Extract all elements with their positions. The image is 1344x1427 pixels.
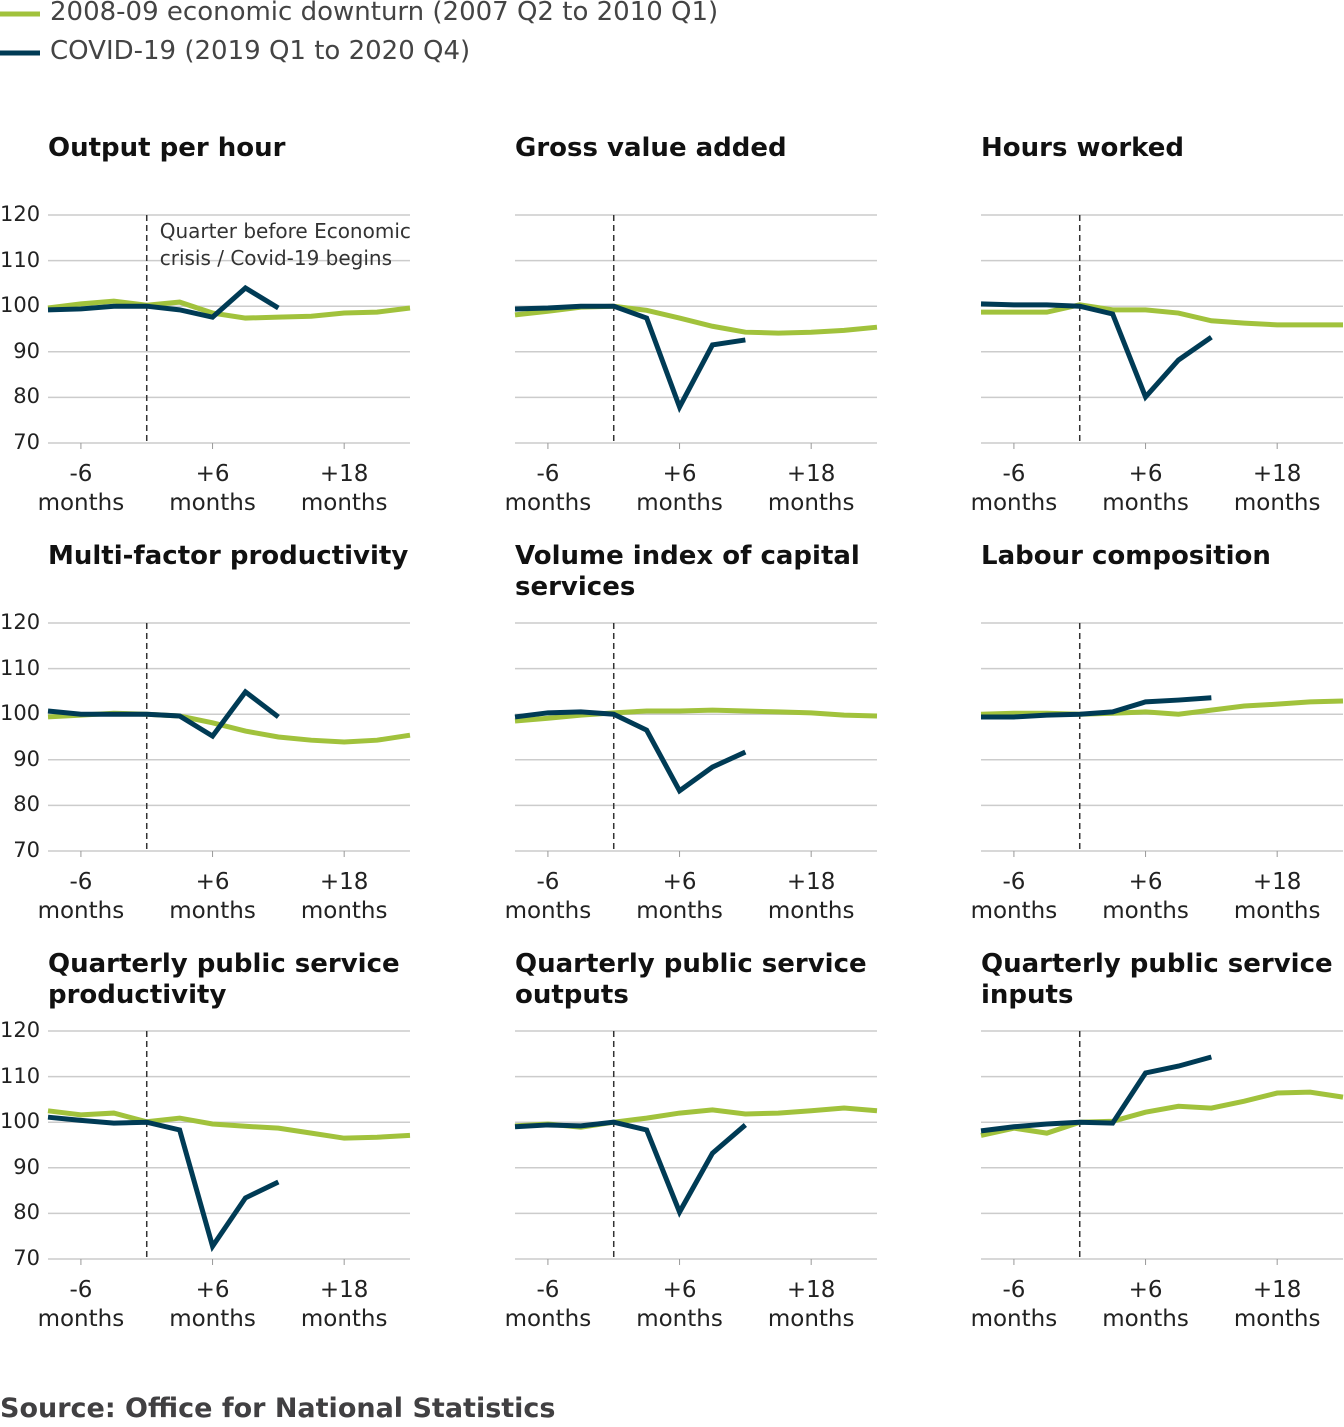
x-tick-label: +6 months — [1102, 869, 1189, 924]
y-tick-label: 70 — [13, 430, 40, 454]
x-tick-label: +6 months — [169, 869, 256, 924]
x-tick-label: -6 months — [504, 869, 592, 924]
x-tick-label: +18 months — [767, 869, 855, 924]
x-tick-label: +6 months — [1102, 461, 1189, 516]
series-line — [514, 303, 746, 414]
panel-title: Output per hour — [48, 133, 286, 163]
x-tick-label: +18 months — [1233, 461, 1321, 516]
y-tick-label: 80 — [13, 384, 40, 409]
panel-title: Quarterly public service productivity — [48, 949, 400, 1010]
panel-title: Volume index of capital services — [515, 541, 860, 602]
series-line — [47, 1108, 411, 1141]
x-tick-label: -6 months — [970, 1277, 1058, 1332]
series-line — [47, 298, 411, 321]
y-tick-label: 120 — [0, 610, 41, 634]
x-tick-label: +18 months — [1233, 1277, 1321, 1332]
y-tick-label: 90 — [13, 1154, 40, 1179]
series-line — [980, 1054, 1213, 1134]
series-line — [47, 1114, 280, 1253]
panel-title: Quarterly public service outputs — [515, 949, 867, 1010]
x-tick-label: -6 months — [37, 869, 125, 924]
y-tick-label: 80 — [13, 1200, 40, 1225]
panel-title: Labour composition — [981, 541, 1271, 571]
y-tick-label: 90 — [13, 338, 40, 363]
x-tick-label: -6 months — [970, 461, 1058, 516]
y-tick-label: 100 — [0, 701, 41, 726]
y-tick-label: 120 — [0, 1018, 41, 1042]
y-tick-label: 70 — [13, 838, 40, 862]
x-tick-label: +18 months — [767, 1277, 855, 1332]
y-tick-label: 100 — [0, 1109, 41, 1134]
x-tick-label: -6 months — [37, 1277, 125, 1332]
y-tick-label: 110 — [0, 655, 41, 680]
series-line — [514, 303, 878, 336]
legend-label: 2008-09 economic downturn (2007 Q2 to 20… — [50, 0, 719, 27]
series-line — [514, 707, 878, 724]
panel-title: Quarterly public service inputs — [981, 949, 1333, 1010]
series-line — [47, 688, 280, 740]
y-tick-label: 120 — [0, 202, 41, 226]
y-tick-label: 80 — [13, 792, 40, 817]
series-line — [514, 709, 747, 795]
x-tick-label: -6 months — [504, 1277, 592, 1332]
annotation: Quarter before Economic crisis / Covid-1… — [159, 219, 411, 270]
x-tick-label: +6 months — [636, 869, 723, 924]
x-tick-label: +6 months — [169, 461, 256, 516]
x-tick-label: -6 months — [504, 461, 592, 516]
y-tick-label: 70 — [13, 1246, 40, 1270]
panel-title: Hours worked — [981, 133, 1185, 163]
x-tick-label: +18 months — [767, 461, 855, 516]
panel-title: Multi-factor productivity — [48, 541, 409, 571]
series-line — [980, 1089, 1344, 1138]
panel-title: Gross value added — [515, 133, 787, 163]
series-line — [981, 302, 1343, 328]
x-tick-label: +6 months — [636, 461, 723, 516]
y-tick-label: 100 — [0, 293, 41, 318]
x-tick-label: +18 months — [300, 869, 388, 924]
source: Source: Office for National Statistics — [0, 1393, 556, 1424]
series-line — [514, 1119, 747, 1218]
series-line — [980, 301, 1213, 402]
y-tick-label: 110 — [0, 247, 41, 272]
x-tick-label: +6 months — [1102, 1277, 1189, 1332]
y-tick-label: 110 — [0, 1063, 41, 1088]
series-line — [981, 695, 1212, 720]
y-tick-label: 90 — [13, 746, 40, 771]
x-tick-label: +18 months — [1233, 869, 1321, 924]
x-tick-label: +18 months — [300, 1277, 388, 1332]
x-tick-label: +6 months — [636, 1277, 723, 1332]
x-tick-label: +18 months — [300, 461, 388, 516]
x-tick-label: -6 months — [37, 461, 125, 516]
x-tick-label: +6 months — [169, 1277, 256, 1332]
series-line — [47, 284, 280, 320]
legend-label: COVID-19 (2019 Q1 to 2020 Q4) — [50, 36, 471, 66]
x-tick-label: -6 months — [970, 869, 1058, 924]
